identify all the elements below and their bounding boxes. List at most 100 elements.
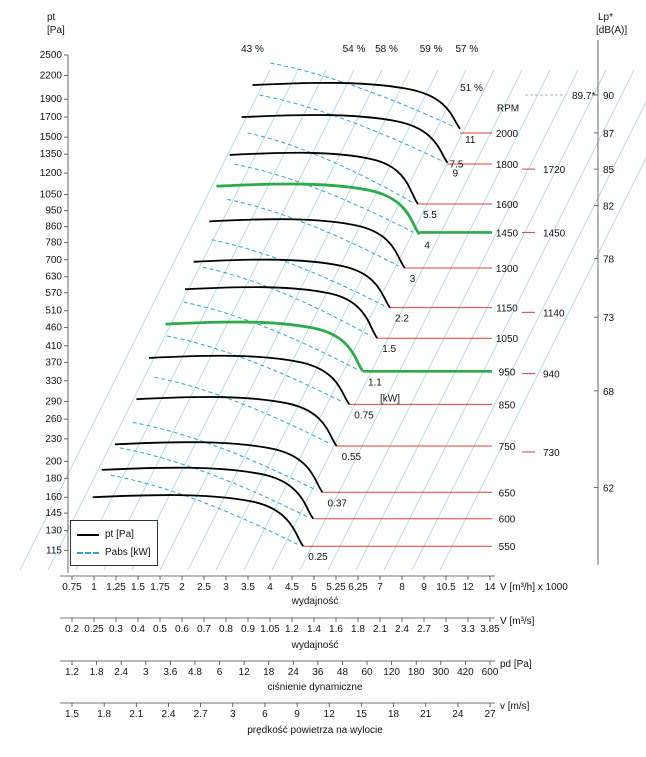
right-tick-label: 62 (603, 483, 615, 494)
x-tick-label: 0.5 (153, 624, 167, 635)
x-tick-label: 3.85 (480, 624, 500, 635)
rpm-label-750: 750 (499, 442, 516, 453)
x-tick-label: 10.5 (436, 582, 456, 593)
y-tick-label: 780 (45, 237, 62, 248)
pt-curve-1050 (184, 286, 378, 339)
pt-curve-1800 (241, 114, 449, 164)
x-tick-label: 180 (408, 667, 425, 678)
efficiency-label: 54 % (343, 44, 366, 55)
grid-diagonal-line (411, 101, 646, 571)
grid-diagonal-line (439, 157, 646, 571)
rpm-label-950: 950 (499, 367, 516, 378)
y-tick-label: 410 (45, 341, 62, 352)
extra-rpm-label: 1140 (543, 308, 565, 319)
x-tick-label: 3.3 (461, 624, 475, 635)
pt-curve-550 (92, 494, 304, 547)
y-tick-label: 115 (46, 545, 62, 556)
pabs-curves-layer (110, 62, 455, 545)
x-tick-label: 24 (452, 709, 464, 720)
x-tick-label: 4.8 (188, 667, 202, 678)
x-tick-label: 3.6 (163, 667, 177, 678)
y-tick-label: 860 (45, 222, 62, 233)
x-tick-label: 0.6 (175, 624, 189, 635)
x-tick-label: 0.9 (241, 624, 255, 635)
right-axis-title: Lp* (598, 12, 613, 23)
x-tick-label: 3 (230, 709, 236, 720)
right-tick-label: 82 (603, 202, 615, 213)
x-tick-label: 2.7 (194, 709, 208, 720)
x-tick-label: 1.25 (106, 582, 126, 593)
x-axis-caption: prędkość powietrza na wylocie (247, 725, 383, 736)
x-tick-label: 3 (443, 624, 449, 635)
x-tick-label: 48 (337, 667, 349, 678)
x-tick-label: 3 (143, 667, 149, 678)
x-tick-label: 3 (223, 582, 229, 593)
legend-swatch-dashed (77, 551, 99, 554)
pabs-curve (183, 301, 358, 370)
x-tick-label: 24 (288, 667, 300, 678)
pt-curve-850 (148, 354, 351, 405)
x-tick-label: 9 (421, 582, 427, 593)
labels-layer: 43 % 54 % 58 % 59 % 57 % 51 % RPM 2000 11 1800 97.… (241, 44, 566, 563)
x-tick-label: 18 (263, 667, 275, 678)
grid-diagonal-line (355, 69, 607, 571)
pabs-curve (270, 62, 455, 128)
kw-unit-label: [kW] (380, 394, 400, 405)
rpm-label-1450: 1450 (496, 228, 519, 239)
x-tick-label: 1.6 (329, 624, 343, 635)
rpm-label-600: 600 (499, 515, 516, 526)
pt-curve-1450 (216, 182, 421, 236)
y-tick-label: 180 (45, 473, 62, 484)
y-tick-label: 370 (45, 357, 62, 368)
pt-curve-1300 (209, 218, 406, 269)
rpm-label-550: 550 (499, 542, 516, 553)
x-tick-label: 0.2 (65, 624, 79, 635)
y-tick-label: 1500 (40, 132, 63, 143)
power-label-1300: 3 (410, 274, 416, 285)
y-tick-label: 1700 (40, 112, 63, 123)
efficiency-label: 43 % (241, 44, 264, 55)
extra-rpm-label: 730 (543, 448, 560, 459)
y-tick-label: 700 (45, 255, 62, 266)
x-tick-label: 12 (239, 667, 251, 678)
grid-layer (19, 69, 646, 571)
grid-diagonal-line (187, 69, 439, 571)
pabs-curve (119, 447, 308, 518)
y-tick-label: 230 (45, 434, 62, 445)
x-tick-label: 12 (324, 709, 336, 720)
y-axis-unit: [Pa] (47, 25, 65, 36)
power-label-550: 0.25 (308, 552, 328, 563)
x-axis-unit: v [m/s] (500, 701, 530, 712)
power-label-850: 0.75 (354, 410, 374, 421)
x-tick-label: 21 (420, 709, 432, 720)
x-tick-label: 1.2 (65, 667, 79, 678)
pt-curve-1150 (193, 258, 391, 309)
rpm-label-1050: 1050 (496, 334, 519, 345)
legend-item-pabs: Pabs [kW] (77, 547, 151, 558)
y-tick-label: 950 (45, 206, 62, 217)
y-tick-label: 1050 (40, 190, 63, 201)
efficiency-label: 58 % (375, 44, 398, 55)
y-tick-label: 460 (45, 322, 62, 333)
x-tick-label: 27 (484, 709, 496, 720)
x-axis-unit: V [m³/s] (500, 616, 535, 627)
x-tick-label: 0.7 (197, 624, 211, 635)
y-tick-label: 145 (45, 508, 62, 519)
y-tick-label: 130 (45, 526, 62, 537)
power-label-1050: 1.5 (382, 344, 396, 355)
grid-diagonal-line (271, 69, 523, 571)
pabs-curve (247, 132, 413, 203)
x-tick-label: 0.8 (219, 624, 233, 635)
y-axis-title: pt (47, 12, 56, 23)
x-tick-label: 2.1 (373, 624, 387, 635)
x-tick-label: 9 (294, 709, 300, 720)
x-tick-label: 2.4 (114, 667, 128, 678)
x-tick-label: 4.5 (285, 582, 299, 593)
right-tick-label: 85 (603, 165, 615, 176)
rpm-label-1600: 1600 (496, 200, 519, 211)
x-axis-caption: wydajność (291, 640, 339, 651)
right-tick-label: 73 (603, 313, 615, 324)
efficiency-label: 51 % (460, 83, 483, 94)
legend-swatch-solid (77, 533, 99, 536)
pt-curve-600 (101, 466, 314, 520)
